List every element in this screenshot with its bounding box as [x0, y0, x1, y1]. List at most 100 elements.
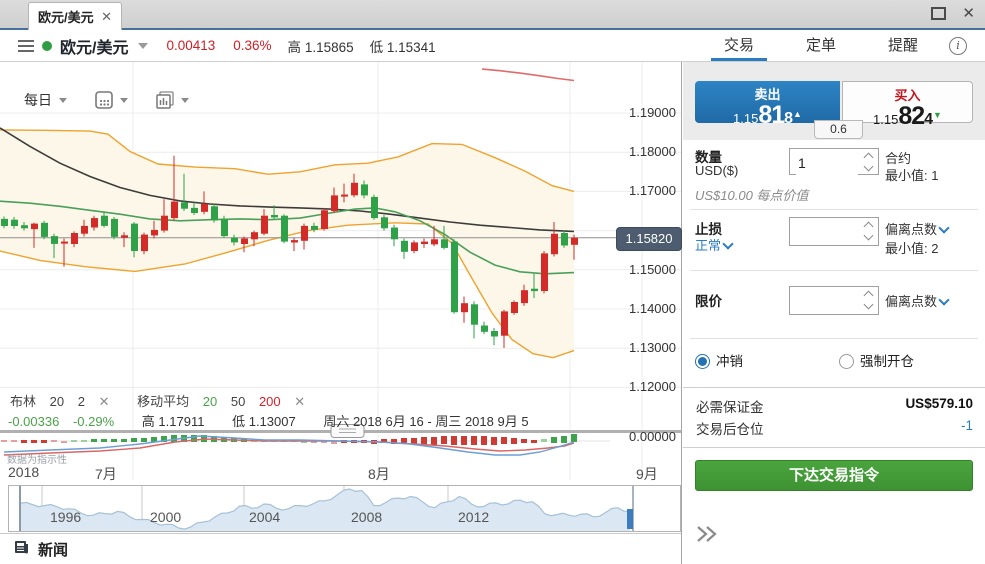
price-axis-label: 1.13000	[629, 340, 676, 355]
bollinger-period: 20	[49, 394, 65, 409]
stop-loss-input[interactable]	[796, 219, 858, 244]
limit-input-box	[789, 286, 879, 315]
limit-offset-select[interactable]: 偏离点数	[885, 291, 950, 310]
period-low: 1.13007	[248, 414, 296, 429]
radio-offset[interactable]	[695, 354, 710, 369]
stop-min: 最小值: 2	[885, 241, 939, 256]
timeline-year-label: 2000	[150, 509, 182, 525]
news-bar[interactable]: 新闻	[0, 533, 681, 564]
high-value: 1.15865	[304, 39, 354, 55]
high-label: 高	[287, 39, 302, 55]
grid-layout-icon[interactable]	[95, 91, 113, 109]
period-change: -0.00336	[8, 414, 60, 429]
position-label: 交易后仓位	[696, 422, 764, 437]
bollinger-dev: 2	[77, 394, 85, 409]
instrument-name: 欧元/美元	[60, 39, 129, 57]
date-axis-label: 2018	[8, 464, 40, 480]
position-value: -1	[960, 418, 973, 433]
margin-summary: 必需保证金 US$579.10 交易后仓位 -1	[683, 387, 985, 448]
instrument-tab-label: 欧元/美元	[38, 10, 94, 25]
radio-force-open[interactable]	[839, 354, 854, 369]
sell-price-prefix: 1.15	[733, 111, 759, 127]
timeline-year-label: 2012	[458, 509, 490, 525]
grid-layout-chevron-icon[interactable]	[120, 97, 128, 103]
date-axis-label: 9月	[636, 466, 658, 482]
market-open-dot	[42, 40, 52, 51]
indicative-data-watermark: 数据为指示性	[7, 455, 67, 466]
stop-offset-select[interactable]: 偏离点数	[885, 219, 950, 238]
trade-panel: 卖出 1.15818▲ 买入 1.15824▼ 0.6 数量 USD($) 合约…	[681, 62, 985, 564]
period-low-label: 低	[232, 414, 246, 429]
collapse-panel-icon[interactable]	[695, 524, 721, 544]
price-axis-label: 1.12000	[629, 379, 676, 394]
instrument-header: 欧元/美元 0.00413 0.36% 高 1.15865 低 1.15341 …	[0, 30, 985, 62]
sell-up-arrow-icon: ▲	[793, 109, 802, 119]
chart-type-chevron-icon[interactable]	[181, 97, 189, 103]
instrument-tab[interactable]: 欧元/美元 ✕	[28, 2, 122, 30]
limit-offset-chevron-icon	[938, 294, 950, 306]
tab-trade[interactable]: 交易	[707, 30, 771, 61]
price-axis-label: 1.14000	[629, 301, 676, 316]
sell-price-big: 81	[758, 101, 785, 130]
ma-remove-icon[interactable]: ✕	[294, 394, 306, 409]
buy-down-arrow-icon: ▼	[933, 110, 942, 120]
place-order-button[interactable]: 下达交易指令	[695, 460, 973, 491]
tab-orders[interactable]: 定单	[805, 37, 836, 54]
low-value: 1.15341	[386, 39, 436, 55]
sell-price-sub: 8	[784, 110, 794, 128]
window-close-icon[interactable]: ✕	[962, 5, 975, 22]
force-open-radio-group: 强制开仓	[839, 350, 914, 371]
limit-label: 限价	[695, 294, 722, 309]
divider	[690, 209, 978, 210]
ma50-param: 50	[230, 394, 246, 409]
stop-loss-label: 止损	[695, 222, 722, 237]
limit-input[interactable]	[796, 288, 858, 313]
limit-stepper[interactable]	[861, 289, 875, 311]
offset-radio-group: 冲销	[695, 350, 743, 371]
margin-value: US$579.10	[905, 396, 973, 411]
radio-force-open-label: 强制开仓	[860, 354, 914, 369]
price-axis-label: 1.15000	[629, 262, 676, 277]
date-range: 周六 2018 6月 16 - 周三 2018 9月 5	[323, 414, 529, 429]
margin-label: 必需保证金	[696, 400, 764, 415]
price-chart[interactable]	[0, 62, 681, 533]
tab-close-icon[interactable]: ✕	[101, 8, 112, 24]
buy-button[interactable]: 买入 1.15824▼	[842, 81, 973, 129]
stop-mode-chevron-icon	[722, 238, 734, 250]
point-value-note: US$10.00 每点价值	[695, 188, 809, 203]
news-icon	[14, 540, 30, 559]
buy-price-sub: 4	[924, 111, 934, 129]
current-price-badge: 1.15820	[616, 227, 682, 251]
price-change: 0.00413	[166, 38, 216, 53]
sell-button[interactable]: 卖出 1.15818▲	[695, 81, 840, 128]
chevron-down-icon[interactable]	[138, 42, 149, 49]
maximize-icon[interactable]	[931, 7, 947, 20]
quantity-input-box	[789, 148, 879, 175]
quantity-input[interactable]	[796, 150, 858, 175]
period-select[interactable]: 每日	[24, 92, 52, 108]
bollinger-remove-icon[interactable]: ✕	[98, 394, 110, 409]
tab-alerts[interactable]: 提醒	[887, 37, 918, 54]
quantity-min: 最小值: 1	[885, 168, 939, 183]
ma20-param: 20	[202, 394, 218, 409]
ma-label: 移动平均	[137, 394, 190, 409]
contract-label: 合约	[885, 151, 912, 166]
menu-icon[interactable]	[18, 39, 34, 52]
stop-loss-stepper[interactable]	[861, 220, 875, 242]
chart-area: 每日 1.19000 1.18000 1.17000 1.15000 1.14000 1.…	[0, 62, 682, 564]
info-icon[interactable]: i	[949, 36, 967, 55]
period-change-pct: -0.29%	[72, 414, 115, 429]
quantity-label: 数量	[695, 150, 722, 165]
buy-price-prefix: 1.15	[873, 112, 899, 128]
window-tab-bar: 欧元/美元 ✕ ✕	[0, 0, 985, 30]
timeline-year-label: 2004	[249, 509, 281, 525]
period-chevron-icon[interactable]	[59, 97, 67, 103]
quantity-unit: USD($)	[695, 163, 739, 178]
timeline-year-label: 1996	[50, 509, 82, 525]
quantity-stepper[interactable]	[861, 151, 875, 173]
chart-toolbar: 每日	[24, 90, 189, 110]
stop-mode-select[interactable]: 正常	[695, 235, 734, 254]
news-label: 新闻	[38, 541, 69, 559]
timeline-year-label: 2008	[351, 509, 383, 525]
chart-type-icon[interactable]	[156, 91, 174, 109]
